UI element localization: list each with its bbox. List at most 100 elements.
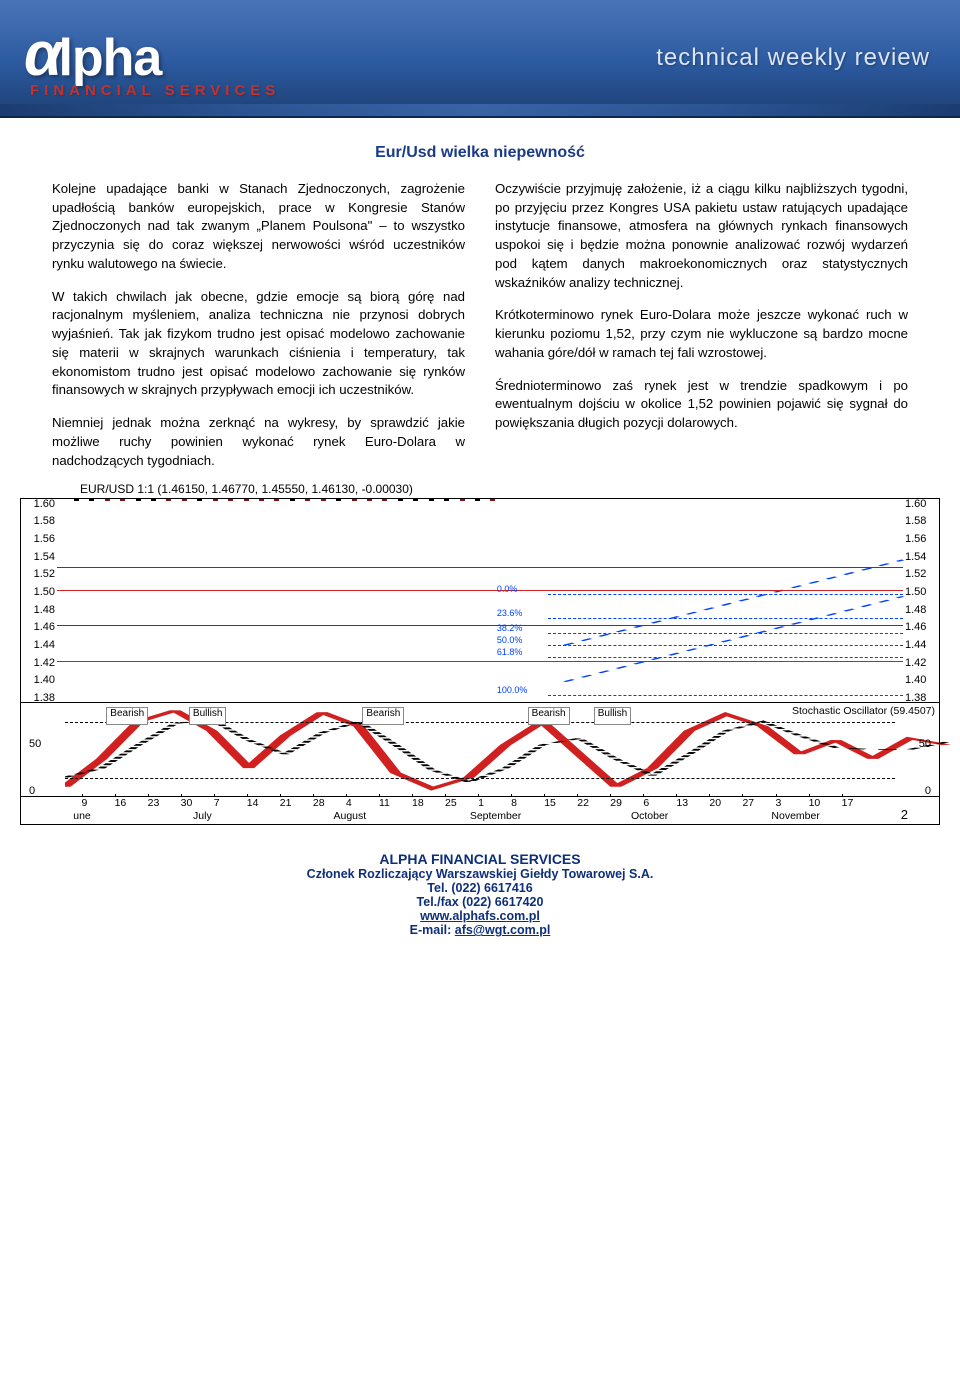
chart-xmonth: une [73, 810, 91, 822]
article-paragraph: Oczywiście przyjmuję założenie, iż a cią… [495, 180, 908, 292]
fib-label: 50.0% [497, 635, 523, 645]
stoch-ytick: 50 [29, 738, 41, 750]
chart-xtick: 27 [742, 797, 754, 809]
chart-support-line [57, 567, 903, 568]
chart-yaxis-left: 1.381.401.421.441.461.481.501.521.541.56… [21, 499, 57, 702]
chart-xtick: 25 [445, 797, 457, 809]
fib-level-line [548, 594, 903, 595]
chart-xtick: 18 [412, 797, 424, 809]
chart-xtick: 21 [280, 797, 292, 809]
footer-web[interactable]: www.alphafs.com.pl [0, 909, 960, 923]
trend-badge: Bearish [106, 707, 148, 725]
fib-level-line [548, 618, 903, 619]
fib-level-line [548, 657, 903, 658]
article-paragraph: Kolejne upadające banki w Stanach Zjedno… [52, 180, 465, 274]
chart-ytick: 1.56 [903, 533, 939, 545]
chart-xtick: 16 [115, 797, 127, 809]
chart-ytick: 1.48 [903, 604, 939, 616]
footer: ALPHA FINANCIAL SERVICES Członek Rozlicz… [0, 851, 960, 957]
chart-ytick: 1.40 [21, 674, 57, 686]
banner-subtitle: technical weekly review [656, 44, 930, 72]
chart-ytick: 1.50 [903, 586, 939, 598]
chart-ytick: 1.50 [21, 586, 57, 598]
chart-ytick: 1.44 [21, 639, 57, 651]
fib-label: 100.0% [497, 685, 528, 695]
chart-xtick: 7 [214, 797, 220, 809]
chart-ytick: 1.42 [21, 657, 57, 669]
chart-xmonth: July [193, 810, 212, 822]
chart-xtick: 17 [842, 797, 854, 809]
fib-level-line [548, 633, 903, 634]
chart-xtick: 30 [181, 797, 193, 809]
chart-xmonth: August [334, 810, 367, 822]
chart-xtick: 3 [776, 797, 782, 809]
chart-xtick: 28 [313, 797, 325, 809]
chart-ytick: 1.42 [903, 657, 939, 669]
chart-ytick: 1.54 [21, 551, 57, 563]
chart-ytick: 1.60 [903, 498, 939, 510]
trend-badge: Bullish [189, 707, 226, 725]
header-banner: α lpha FINANCIAL SERVICES technical week… [0, 0, 960, 118]
chart-xmonth: September [470, 810, 521, 822]
chart-support-line [57, 625, 903, 626]
chart-xtick: 6 [643, 797, 649, 809]
stochastic-panel: Stochastic Oscillator (59.4507) 050050Be… [20, 702, 940, 797]
chart-xtick: 15 [544, 797, 556, 809]
fib-label: 38.2% [497, 623, 523, 633]
trend-badge: Bearish [362, 707, 404, 725]
chart-xtick: 1 [478, 797, 484, 809]
fib-label: 23.6% [497, 608, 523, 618]
fib-level-line [548, 695, 903, 696]
chart-ytick: 1.48 [21, 604, 57, 616]
page-number: 2 [901, 807, 908, 822]
footer-email[interactable]: E-mail: afs@wgt.com.pl [0, 923, 960, 937]
chart-xtick: 29 [610, 797, 622, 809]
chart-xtick: 13 [676, 797, 688, 809]
stoch-ytick: 50 [919, 738, 931, 750]
chart-ytick: 1.60 [21, 498, 57, 510]
chart-ytick: 1.46 [903, 621, 939, 633]
chart-ytick: 1.56 [21, 533, 57, 545]
chart-xtick: 14 [247, 797, 259, 809]
chart-ytick: 1.58 [903, 515, 939, 527]
footer-company: ALPHA FINANCIAL SERVICES [0, 851, 960, 867]
footer-member: Członek Rozliczający Warszawskiej Giełdy… [0, 867, 960, 881]
fib-label: 61.8% [497, 647, 523, 657]
chart-xtick: 22 [577, 797, 589, 809]
logo-text: lpha [58, 32, 161, 84]
chart-yaxis-right: 1.381.401.421.441.461.481.501.521.541.56… [903, 499, 939, 702]
chart-xtick: 8 [511, 797, 517, 809]
article-paragraph: Niemniej jednak można zerknąć na wykresy… [52, 414, 465, 470]
chart-ytick: 1.40 [903, 674, 939, 686]
stoch-ytick: 0 [29, 785, 35, 797]
chart-xtick: 20 [709, 797, 721, 809]
chart-xmonth: November [771, 810, 819, 822]
fib-label: 0.0% [497, 584, 518, 594]
logo: α lpha FINANCIAL SERVICES [24, 24, 280, 99]
chart-xmonth: October [631, 810, 668, 822]
footer-tel: Tel. (022) 6617416 [0, 881, 960, 895]
chart-ytick: 1.46 [21, 621, 57, 633]
article-title: Eur/Usd wielka niepewność [52, 144, 908, 162]
chart-xtick: 11 [379, 797, 390, 809]
chart-xtick: 23 [148, 797, 160, 809]
logo-subline: FINANCIAL SERVICES [30, 82, 280, 99]
article-paragraph: W takich chwilach jak obecne, gdzie emoc… [52, 288, 465, 400]
chart-xtick: 10 [809, 797, 821, 809]
article-body: Eur/Usd wielka niepewność Kolejne upadaj… [0, 118, 960, 482]
chart-xtick: 4 [346, 797, 352, 809]
footer-fax: Tel./fax (022) 6617420 [0, 895, 960, 909]
chart-ytick: 1.52 [903, 568, 939, 580]
chart-ytick: 1.52 [21, 568, 57, 580]
article-paragraph: Krótkoterminowo rynek Euro-Dolara może j… [495, 306, 908, 362]
chart-ytick: 1.58 [21, 515, 57, 527]
chart-resist-line [57, 590, 903, 591]
fib-level-line [548, 645, 903, 646]
chart-title: EUR/USD 1:1 (1.46150, 1.46770, 1.45550, … [80, 482, 940, 496]
trend-badge: Bearish [528, 707, 570, 725]
alpha-symbol-icon: α [24, 24, 62, 86]
chart-xtick: 9 [82, 797, 88, 809]
chart-xaxis: 9162330714212841118251815222961320273101… [20, 797, 940, 825]
price-chart: EUR/USD 1:1 (1.46150, 1.46770, 1.45550, … [0, 482, 960, 825]
chart-resist-line [57, 661, 903, 662]
